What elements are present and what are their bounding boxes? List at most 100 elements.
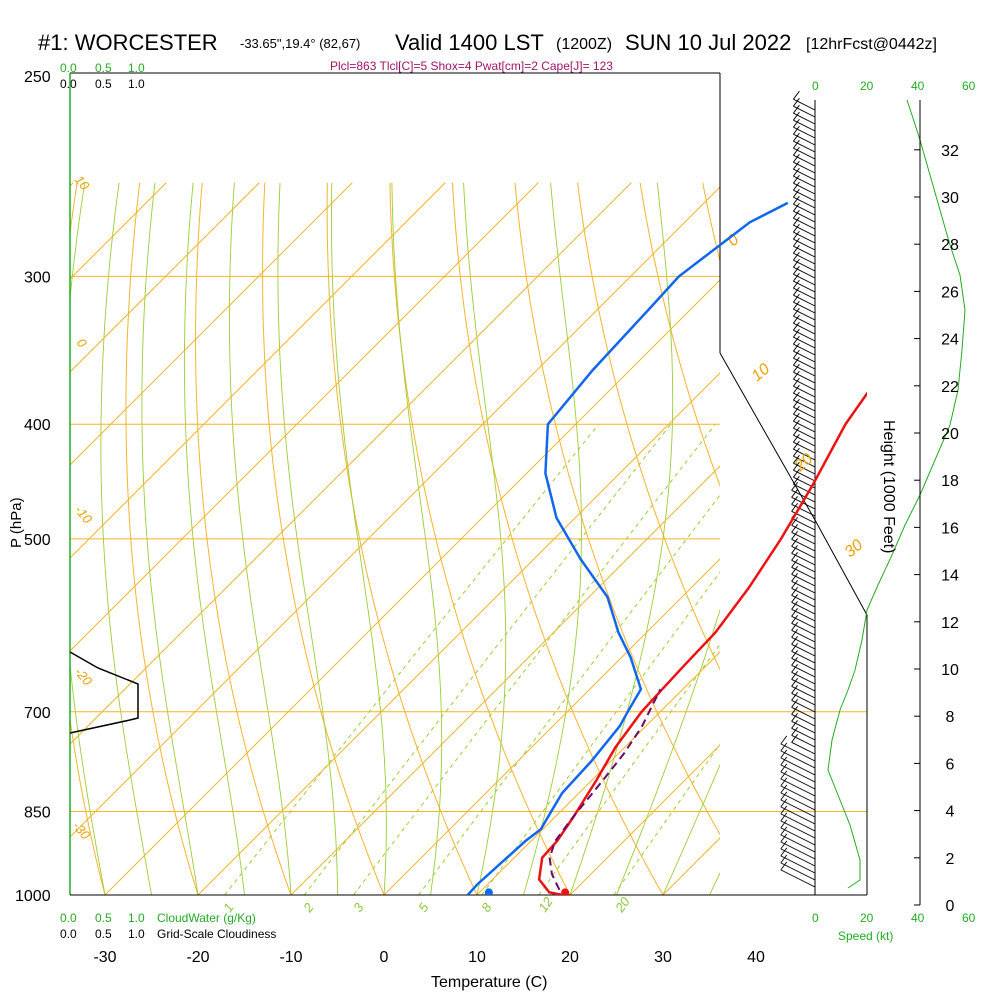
moist-adiabat-line bbox=[330, 182, 387, 895]
temperature-tick-label: 0 bbox=[380, 949, 389, 966]
wind-barb bbox=[780, 742, 816, 769]
mixing-ratio-label: 3 bbox=[350, 900, 367, 915]
cloudwater-scale-bottom-2: 1.0 bbox=[128, 911, 145, 925]
cloudiness-scale-1: 0.5 bbox=[95, 77, 112, 91]
moist-adiabat-line bbox=[141, 182, 199, 895]
height-tick-label: 12 bbox=[941, 615, 959, 632]
wind-barb bbox=[780, 840, 816, 867]
temperature-tick-label: -30 bbox=[93, 949, 116, 966]
height-tick-label: 26 bbox=[941, 284, 959, 301]
height-tick-label: 20 bbox=[941, 426, 959, 443]
speed-tick-20: 20 bbox=[860, 911, 874, 925]
isotherm-line bbox=[383, 558, 720, 895]
cloudiness-scale-2: 1.0 bbox=[128, 77, 145, 91]
wind-barb bbox=[780, 854, 816, 881]
cloudwater-scale-0: 0.0 bbox=[60, 61, 77, 75]
speed-tick-0: 0 bbox=[812, 911, 819, 925]
speed-tick-top-20: 20 bbox=[860, 79, 874, 93]
wind-barb bbox=[791, 734, 816, 755]
wind-barb bbox=[780, 756, 816, 783]
wind-barb bbox=[780, 819, 816, 846]
wind-barb bbox=[780, 791, 816, 818]
dry-adiabat-line bbox=[953, 183, 1000, 895]
height-tick-label: 30 bbox=[941, 190, 959, 207]
mixing-ratio-line bbox=[538, 643, 720, 895]
y-axis-label: P (hPa) bbox=[8, 497, 25, 548]
mixing-ratio-line bbox=[613, 743, 720, 895]
forecast-run: [12hrFcst@0442z] bbox=[806, 36, 937, 53]
cloudiness-legend: Grid-Scale Cloudiness bbox=[157, 927, 276, 941]
isotherm-line bbox=[70, 182, 260, 373]
wind-barb bbox=[780, 735, 816, 762]
wind-speed-profile bbox=[827, 99, 966, 889]
dry-adiabat-line bbox=[70, 182, 106, 895]
dewpoint-line bbox=[466, 201, 789, 895]
mixing-ratio-label: 20 bbox=[612, 894, 634, 916]
cloudiness-scale-bottom-2: 1.0 bbox=[128, 927, 145, 941]
cloudwater-scale-bottom-1: 0.5 bbox=[95, 911, 112, 925]
moist-adiabats bbox=[70, 182, 720, 895]
speed-scale-bottom: 0 20 40 60 Speed (kt) bbox=[812, 911, 976, 943]
speed-tick-top-60: 60 bbox=[962, 79, 976, 93]
pressure-tick-label: 250 bbox=[24, 69, 51, 86]
speed-axis-label: Speed (kt) bbox=[838, 929, 893, 943]
pressure-axis: 250 300 400 500 700 850 1000 bbox=[15, 69, 51, 905]
adiabat-label: -20 bbox=[72, 664, 96, 689]
height-axis-label: Height (1000 Feet) bbox=[880, 420, 897, 553]
height-tick-label: 18 bbox=[941, 473, 959, 490]
wind-barb bbox=[780, 805, 816, 832]
wind-barbs bbox=[780, 90, 816, 888]
isotherm-line bbox=[70, 182, 353, 466]
cloudiness-scale-0: 0.0 bbox=[60, 77, 77, 91]
wind-barb bbox=[780, 749, 816, 776]
surface-temperature-dot bbox=[561, 888, 570, 895]
mixing-ratio-lines bbox=[224, 423, 720, 895]
mixing-ratio-label: 8 bbox=[478, 900, 495, 915]
adiabat-label: 10 bbox=[72, 172, 93, 193]
cloudwater-scale-2: 1.0 bbox=[128, 61, 145, 75]
temperature-tick-label: 30 bbox=[654, 949, 672, 966]
cloudwater-legend: CloudWater (g/Kg) bbox=[157, 911, 256, 925]
isotherm-line bbox=[849, 183, 1000, 895]
moist-adiabat-line bbox=[391, 182, 443, 895]
height-tick-label: 16 bbox=[941, 520, 959, 537]
temperature-tick-label: -10 bbox=[279, 949, 302, 966]
pressure-tick-label: 400 bbox=[24, 417, 51, 434]
isotherm-line bbox=[569, 744, 720, 895]
temperature-tick-label: -20 bbox=[186, 949, 209, 966]
height-tick-label: 10 bbox=[941, 662, 959, 679]
cloudiness-scale-bottom-0: 0.0 bbox=[60, 927, 77, 941]
mixing-ratio-line bbox=[303, 423, 672, 895]
forecast-date: SUN 10 Jul 2022 bbox=[625, 30, 791, 55]
wind-barb bbox=[793, 475, 816, 496]
dry-adiabat-line bbox=[577, 182, 720, 671]
isotherm-line bbox=[756, 183, 1000, 895]
wind-barb bbox=[780, 847, 816, 874]
pressure-tick-label: 700 bbox=[24, 705, 51, 722]
dry-adiabat-line bbox=[125, 182, 199, 895]
wind-barb bbox=[780, 770, 816, 797]
parcel-indices: Plcl=863 Tlcl[C]=5 Shox=4 Pwat[cm]=2 Cap… bbox=[330, 59, 613, 73]
isotherm-label: 10 bbox=[749, 361, 774, 386]
pressure-tick-label: 850 bbox=[24, 805, 51, 822]
height-tick-label: 0 bbox=[946, 898, 955, 915]
moist-adiabat-line bbox=[463, 182, 507, 895]
moist-adiabat-line bbox=[569, 182, 674, 895]
moist-adiabat-line bbox=[228, 182, 292, 895]
station-coords: -33.65",19.4° (82,67) bbox=[240, 36, 360, 51]
speed-tick-top-0: 0 bbox=[812, 79, 819, 93]
dry-adiabat-line bbox=[194, 182, 292, 895]
temperature-axis: -30 -20 -10 0 10 20 30 40 bbox=[93, 949, 765, 966]
dry-adiabat-line bbox=[262, 182, 385, 895]
temperature-line bbox=[537, 391, 867, 895]
mixing-ratio-label: 5 bbox=[415, 900, 432, 915]
wind-barb bbox=[780, 812, 816, 839]
x-axis-label: Temperature (C) bbox=[431, 974, 547, 991]
sounding-series bbox=[466, 201, 867, 895]
height-tick-label: 24 bbox=[941, 332, 959, 349]
mixing-ratio-line bbox=[481, 571, 720, 895]
speed-tick-60: 60 bbox=[962, 911, 976, 925]
height-tick-label: 22 bbox=[941, 379, 959, 396]
dry-adiabats bbox=[70, 182, 1000, 895]
